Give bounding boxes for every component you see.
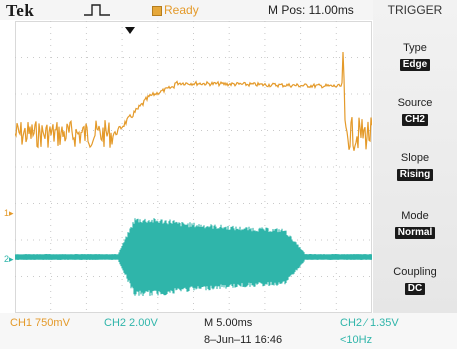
- status-bar: Tek Ready M Pos: 11.00ms: [0, 0, 457, 20]
- menu-item-value: Rising: [396, 169, 434, 181]
- menu-item-mode[interactable]: Mode Normal: [377, 208, 453, 256]
- trigger-position-icon: [125, 27, 135, 34]
- date-time: 8–Jun–11 16:46: [204, 334, 283, 346]
- brand-logo: Tek: [6, 1, 35, 20]
- menu-item-value: Edge: [399, 59, 431, 71]
- timebase: M 5.00ms: [204, 317, 253, 329]
- trigger-readout: CH2 ⁄ 1.35V: [340, 317, 399, 329]
- acquisition-status-icon: [152, 6, 162, 16]
- menu-item-type[interactable]: Type Edge: [377, 40, 453, 88]
- menu-item-value: DC: [404, 283, 426, 295]
- menu-item-slope[interactable]: Slope Rising: [377, 150, 453, 198]
- frequency-readout: <10Hz: [340, 334, 373, 346]
- menu-item-label: Source: [397, 97, 433, 109]
- menu-item-value: Normal: [394, 227, 436, 239]
- menu-item-coupling[interactable]: Coupling DC: [377, 264, 453, 312]
- ch2-ground-marker: 2▸: [4, 254, 14, 264]
- horizontal-position: M Pos: 11.00ms: [268, 3, 354, 17]
- ch2-trace: [15, 218, 372, 296]
- acquisition-status: Ready: [164, 3, 199, 17]
- menu-item-label: Coupling: [393, 266, 437, 278]
- ch1-trace: [15, 51, 372, 151]
- readout-bar: CH1 750mV CH2 2.00V M 5.00ms CH2 ⁄ 1.35V…: [0, 313, 457, 349]
- ch1-ground-marker: 1▸: [4, 208, 14, 218]
- menu-title: TRIGGER: [387, 3, 443, 17]
- menu-item-label: Mode: [401, 210, 429, 222]
- trigger-pulse-icon: [84, 4, 110, 16]
- trigger-menu: TRIGGER Type Edge Source CH2 Slope Risin…: [373, 0, 457, 316]
- menu-item-value: CH2: [401, 114, 428, 126]
- menu-item-label: Type: [403, 42, 427, 54]
- ch2-scale: CH2 2.00V: [104, 317, 158, 329]
- ch1-scale: CH1 750mV: [10, 317, 70, 329]
- waveform-plot: [15, 21, 372, 313]
- menu-item-label: Slope: [400, 152, 430, 164]
- menu-item-source[interactable]: Source CH2: [377, 95, 453, 143]
